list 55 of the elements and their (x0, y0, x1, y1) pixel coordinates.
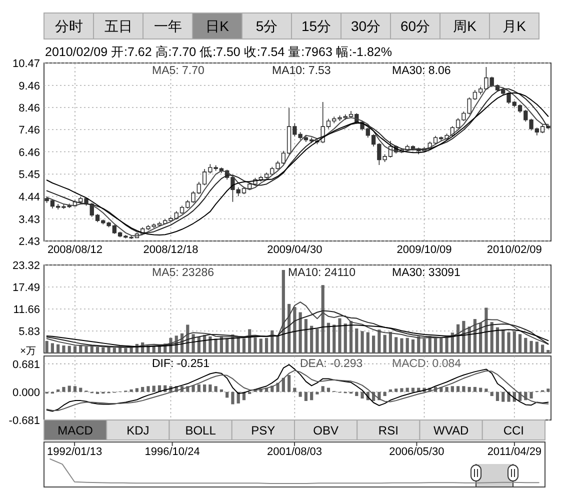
y-tick-label: 8.46 (18, 102, 40, 114)
x-tick-label: 2010/02/09 (486, 244, 542, 256)
y-axis-title: ×万 (20, 346, 36, 357)
x-tick-label: 2008/08/12 (47, 244, 103, 256)
text: MA30: 33091 (392, 267, 460, 279)
x-tick-label: 2008/12/18 (143, 244, 198, 256)
text: KDJ (126, 423, 150, 438)
text: 15分 (301, 18, 332, 34)
text: MA30: 8.06 (392, 65, 451, 77)
text: OBV (313, 423, 338, 438)
text: 分时 (54, 18, 83, 34)
text: 日K (206, 18, 230, 34)
text: WVAD (434, 423, 469, 438)
x-tick-label: 2001/08/03 (266, 446, 322, 458)
chart-title: 2010/02/09 开:7.62 高:7.70 低:7.50 收:7.54 量:7963 幅:-1.82% (45, 44, 392, 59)
x-tick-label: 2011/04/29 (487, 446, 542, 458)
y-tick-label: 3.43 (18, 214, 40, 226)
y-tick-label: 0.681 (12, 358, 40, 371)
text: 一年 (154, 18, 182, 34)
x-tick-label: 1996/10/24 (144, 446, 200, 458)
y-tick-label: 5.83 (18, 326, 40, 338)
y-tick-label: 10.47 (12, 58, 40, 70)
text: 月K (502, 18, 527, 34)
y-tick-label: 4.44 (18, 192, 40, 204)
y-tick-label: 2.43 (18, 236, 40, 248)
text: 60分 (400, 18, 430, 34)
y-tick-label: 0.000 (12, 386, 40, 399)
text: MACD (58, 423, 94, 438)
x-tick-label: 2006/05/30 (389, 446, 444, 458)
text: 周K (453, 18, 478, 34)
y-tick-label: 17.49 (12, 282, 40, 294)
text: 30分 (350, 18, 381, 34)
series-label: DIF: -0.251 (152, 358, 210, 370)
series-label: DEA: -0.293 (300, 358, 363, 370)
series-label: MACD: 0.084 (392, 358, 462, 370)
y-tick-label: 5.45 (18, 169, 40, 182)
x-tick-label: 1992/01/13 (47, 446, 102, 458)
text: BOLL (185, 423, 216, 438)
text: MA5: 23286 (152, 267, 214, 279)
y-tick-label: 9.46 (18, 80, 40, 92)
text: MA5: 7.70 (152, 65, 204, 77)
y-tick-label: 6.46 (18, 146, 40, 159)
text: CCI (503, 423, 524, 438)
text: MA10: 7.53 (272, 65, 331, 77)
y-tick-label: 23.32 (12, 260, 40, 272)
y-tick-label: 11.66 (13, 304, 40, 316)
text: MA10: 24110 (288, 267, 356, 279)
text: PSY (251, 423, 276, 438)
text: 5分 (256, 18, 278, 34)
y-tick-label: 7.46 (18, 124, 40, 137)
text: 五日 (104, 18, 132, 34)
x-tick-label: 2009/04/30 (267, 244, 322, 256)
text: RSI (378, 423, 398, 438)
y-tick-label: -0.681 (8, 415, 40, 427)
x-tick-label: 2009/10/09 (396, 244, 452, 256)
